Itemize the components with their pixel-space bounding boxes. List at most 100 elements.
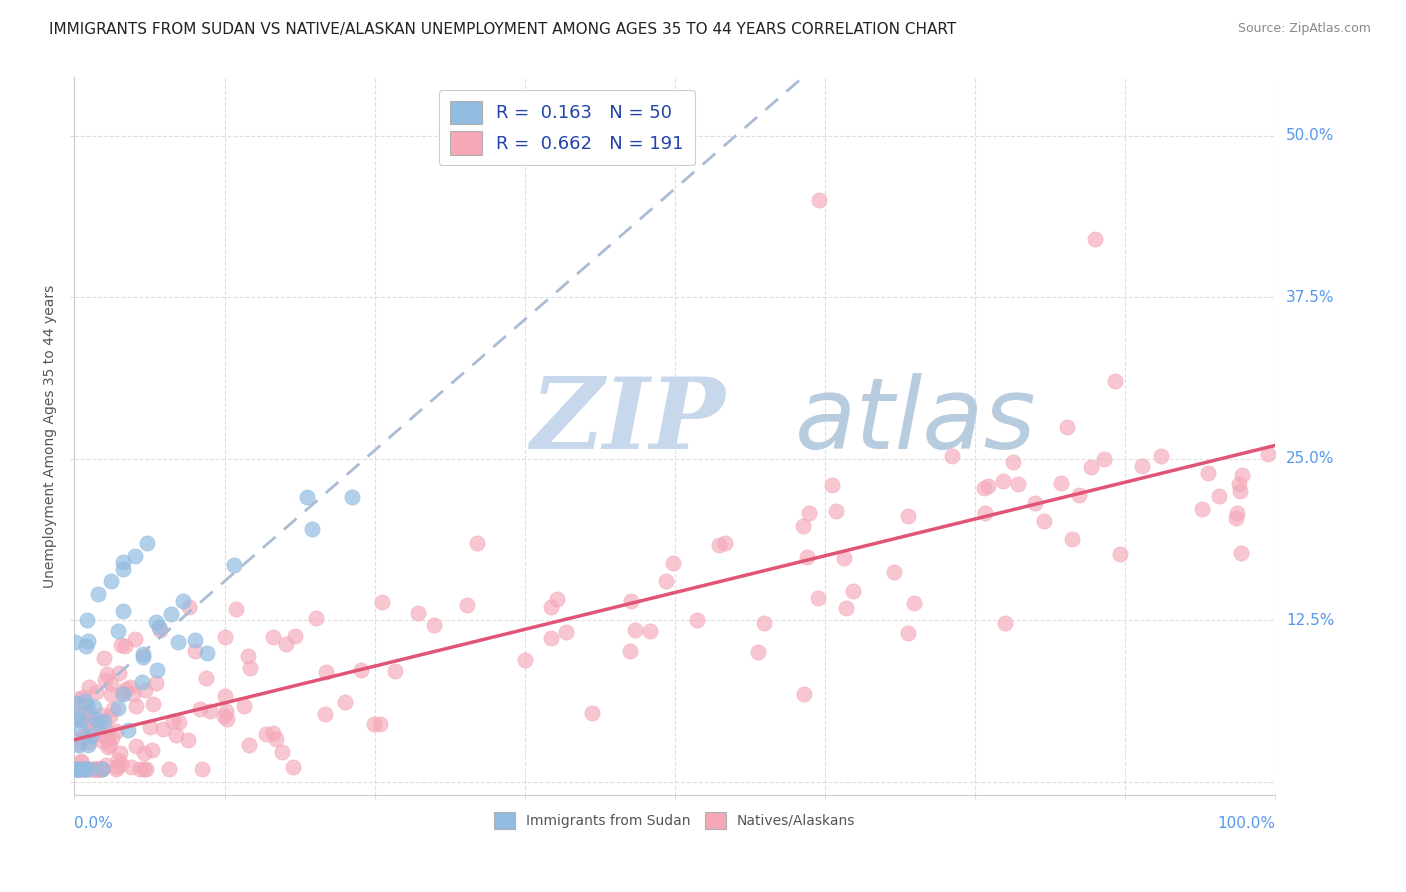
Point [1084, 232, 1107, 246]
Point [97, 739, 120, 754]
Point [65, 762, 87, 776]
Point [1033, 514, 1056, 528]
Point [76, 634, 98, 648]
Point [98, 738, 121, 752]
Point [86, 587, 108, 601]
Point [157, 762, 180, 776]
Point [90, 762, 112, 776]
Point [70, 762, 93, 776]
Point [124, 632, 146, 647]
Text: 50.0%: 50.0% [1286, 128, 1334, 143]
Point [977, 479, 1000, 493]
Point [67, 762, 90, 776]
Point [262, 630, 284, 644]
Point [90, 728, 112, 742]
Point [222, 558, 245, 572]
Point [1130, 459, 1153, 474]
Point [108, 746, 131, 760]
Point [135, 762, 157, 776]
Point [188, 702, 211, 716]
Point [76, 614, 98, 628]
Point [75, 762, 97, 776]
Point [75, 762, 97, 776]
Point [132, 746, 155, 760]
Point [994, 615, 1017, 630]
Point [70, 755, 93, 769]
Point [172, 594, 194, 608]
Point [305, 611, 328, 625]
Point [72, 762, 94, 776]
Point [91, 734, 114, 748]
Point [146, 663, 169, 677]
Point [640, 624, 662, 638]
Point [120, 760, 142, 774]
Point [883, 565, 905, 579]
Point [63, 635, 86, 649]
Point [72, 729, 94, 743]
Point [340, 491, 363, 505]
Point [165, 728, 187, 742]
Point [167, 714, 190, 729]
Point [84, 762, 107, 776]
Point [408, 607, 430, 621]
Point [132, 650, 155, 665]
Point [233, 698, 256, 713]
Point [77, 738, 100, 752]
Point [1225, 511, 1247, 525]
Text: ZIP: ZIP [530, 374, 725, 470]
Point [1230, 467, 1253, 482]
Point [104, 762, 127, 776]
Point [198, 704, 221, 718]
Point [66, 712, 89, 726]
Point [239, 661, 262, 675]
Point [215, 704, 238, 718]
Point [125, 739, 148, 753]
Point [86, 762, 108, 776]
Point [77, 680, 100, 694]
Point [90, 707, 112, 722]
Point [107, 701, 129, 715]
Point [124, 549, 146, 563]
Point [76, 699, 98, 714]
Point [581, 706, 603, 720]
Point [73, 694, 96, 708]
Point [152, 723, 174, 737]
Point [897, 509, 920, 524]
Point [132, 762, 155, 776]
Point [973, 481, 995, 495]
Point [145, 615, 167, 629]
Point [195, 646, 218, 660]
Point [368, 716, 391, 731]
Point [89, 762, 111, 776]
Text: 12.5%: 12.5% [1286, 613, 1334, 628]
Point [114, 681, 136, 696]
Point [183, 632, 205, 647]
Point [792, 519, 814, 533]
Point [82, 721, 104, 735]
Point [194, 671, 217, 685]
Point [90, 762, 112, 776]
Point [315, 665, 337, 679]
Text: 100.0%: 100.0% [1218, 816, 1275, 831]
Point [254, 726, 277, 740]
Point [540, 631, 562, 645]
Point [65, 762, 87, 776]
Point [139, 720, 162, 734]
Point [129, 762, 152, 776]
Point [75, 762, 97, 776]
Point [77, 727, 100, 741]
Point [546, 591, 568, 606]
Point [1067, 488, 1090, 502]
Point [1227, 476, 1250, 491]
Point [66, 698, 89, 712]
Point [65, 709, 87, 723]
Point [835, 600, 858, 615]
Point [623, 623, 645, 637]
Point [70, 755, 93, 769]
Point [111, 687, 134, 701]
Point [91, 762, 114, 776]
Point [284, 629, 307, 643]
Point [807, 193, 830, 207]
Point [111, 555, 134, 569]
Point [465, 535, 488, 549]
